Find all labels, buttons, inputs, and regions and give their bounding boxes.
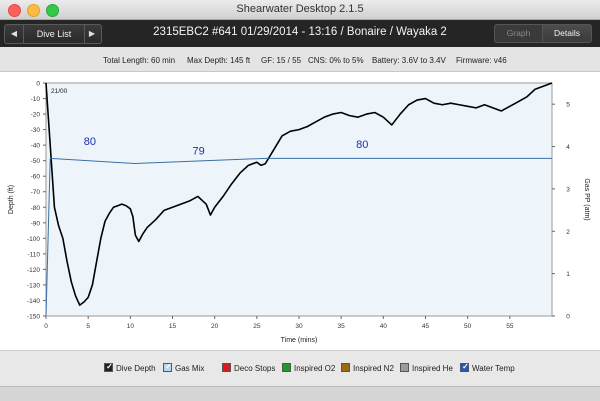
dive-info-bar: Total Length: 60 min Max Depth: 145 ft G… (0, 47, 600, 72)
legend-label: Dive Depth (116, 364, 156, 373)
checkmark-icon: ✓ (165, 362, 172, 371)
x-tick-label: 25 (253, 323, 261, 330)
plot-area (45, 82, 553, 317)
x-tick-label: 55 (506, 323, 514, 330)
x-tick-label: 35 (338, 323, 346, 330)
gas-mix-label: 21/00 (51, 88, 68, 95)
total-length: Total Length: 60 min (103, 56, 176, 65)
x-tick-label: 5 (86, 323, 90, 330)
x-tick-label: 40 (380, 323, 388, 330)
x-tick-label: 15 (169, 323, 177, 330)
max-depth: Max Depth: 145 ft (187, 56, 251, 65)
dive-profile-chart[interactable]: 0 -10 -20 -30 -40 -50 -60 -70 -80 -90 -100 -110 -120… (0, 72, 600, 350)
x-tick-label: 50 (464, 323, 472, 330)
tab-graph[interactable]: Graph (494, 24, 543, 43)
y2-tick-label: 2 (566, 229, 570, 236)
x-tick-label: 20 (211, 323, 219, 330)
legend-item-gas-mix[interactable]: ✓ Gas Mix (163, 362, 205, 375)
legend-item-inspired-n2[interactable]: Inspired N2 (341, 363, 394, 375)
legend-checkbox[interactable] (341, 363, 350, 372)
legend-item-deco-stops[interactable]: Deco Stops (222, 363, 275, 375)
y-tick-label: 0 (36, 81, 40, 88)
water-temp-label: 80 (84, 136, 96, 148)
dive-list-button[interactable]: Dive List (23, 25, 85, 43)
zoom-window-button[interactable] (46, 4, 59, 17)
x-tick-label: 45 (422, 323, 430, 330)
title-bar: Shearwater Desktop 2.1.5 (0, 0, 600, 20)
y-tick-label: -130 (27, 282, 40, 289)
y-tick-label: -120 (27, 267, 40, 274)
y-tick-label: -50 (31, 158, 41, 165)
checkmark-icon: ✓ (106, 362, 113, 371)
y-tick-label: -80 (31, 205, 41, 212)
firmware: Firmware: v46 (456, 56, 507, 65)
window-title: Shearwater Desktop 2.1.5 (236, 3, 364, 15)
dive-navigation: ◀ Dive List ▶ (4, 24, 102, 44)
legend-checkbox[interactable]: ✓ (104, 362, 113, 372)
close-window-button[interactable] (8, 4, 21, 17)
legend-label: Inspired He (412, 364, 453, 373)
checkmark-icon: ✓ (462, 362, 469, 371)
y2-axis-label: Gas PP (atm) (583, 178, 590, 220)
battery: Battery: 3.6V to 3.4V (372, 56, 446, 65)
y2-tick-label: 1 (566, 271, 570, 278)
x-tick-label: 30 (295, 323, 303, 330)
legend-bar: ✓ Dive Depth ✓ Gas Mix Deco Stops Inspired O2… (0, 350, 600, 387)
dive-chart-area[interactable]: 0 -10 -20 -30 -40 -50 -60 -70 -80 -90 -100 -110 -120… (0, 72, 600, 350)
x-tick-label: 0 (44, 323, 48, 330)
y-tick-label: -10 (31, 96, 41, 103)
y-tick-label: -20 (31, 112, 41, 119)
tab-details[interactable]: Details (542, 24, 592, 43)
x-axis-label: Time (mins) (281, 337, 318, 344)
legend-label: Deco Stops (234, 364, 276, 373)
y2-tick-label: 4 (566, 144, 570, 151)
water-temp-label: 80 (356, 139, 368, 151)
y-tick-label: -90 (31, 220, 41, 227)
y-tick-label: -100 (27, 236, 40, 243)
y-tick-label: -140 (27, 298, 40, 305)
depth-profile-line (45, 82, 553, 306)
legend-checkbox[interactable]: ✓ (460, 362, 469, 372)
cns: CNS: 0% to 5% (308, 56, 364, 65)
y2-tick-label: 0 (566, 314, 570, 321)
legend-item-water-temp[interactable]: ✓ Water Temp (460, 362, 515, 375)
y-tick-label: -150 (27, 314, 40, 321)
y-tick-label: -110 (27, 251, 40, 258)
legend-checkbox[interactable]: ✓ (163, 362, 172, 372)
legend-checkbox[interactable] (222, 363, 231, 372)
next-dive-button[interactable]: ▶ (85, 27, 99, 41)
water-temp-label: 79 (193, 145, 205, 157)
y-tick-label: -30 (31, 127, 41, 134)
legend-item-inspired-o2[interactable]: Inspired O2 (282, 363, 335, 375)
left-arrow-icon: ◀ (10, 29, 18, 38)
gradient-factors: GF: 15 / 55 (261, 56, 302, 65)
right-arrow-icon: ▶ (88, 29, 96, 38)
y2-tick-label: 5 (566, 102, 570, 109)
x-tick-label: 10 (127, 323, 135, 330)
toolbar: ◀ Dive List ▶ 2315EBC2 #641 01/29/2014 -… (0, 20, 600, 47)
legend-item-dive-depth[interactable]: ✓ Dive Depth (104, 362, 156, 375)
previous-dive-button[interactable]: ◀ (7, 27, 21, 41)
y-axis-label: Depth (ft) (8, 185, 15, 214)
status-bar (0, 386, 600, 401)
y-tick-label: -60 (31, 174, 41, 181)
y-tick-label: -70 (31, 189, 41, 196)
gas-pp-line (45, 157, 552, 317)
minimize-window-button[interactable] (27, 4, 40, 17)
y2-tick-label: 3 (566, 186, 570, 193)
legend-label: Inspired O2 (294, 364, 336, 373)
legend-item-inspired-he[interactable]: Inspired He (400, 363, 453, 375)
dive-header-title: 2315EBC2 #641 01/29/2014 - 13:16 / Bonai… (153, 26, 447, 38)
y-tick-label: -40 (31, 143, 41, 150)
legend-label: Gas Mix (175, 364, 205, 373)
legend-checkbox[interactable] (282, 363, 291, 372)
legend-label: Water Temp (472, 364, 515, 373)
legend-checkbox[interactable] (400, 363, 409, 372)
legend-label: Inspired N2 (353, 364, 394, 373)
